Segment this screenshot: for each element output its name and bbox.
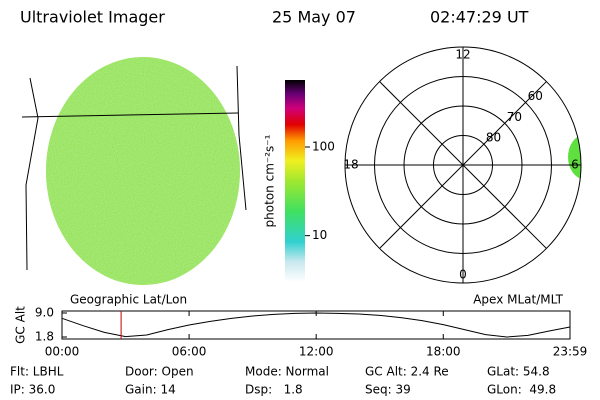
- x-tick-label: 12:00: [299, 345, 334, 359]
- mlt-label: 0: [459, 268, 467, 282]
- x-tick-label: 23:59: [553, 345, 588, 359]
- colorbar: [285, 80, 305, 282]
- title: Ultraviolet Imager: [20, 8, 165, 27]
- time: 02:47:29 UT: [430, 8, 529, 27]
- y-tick-label: 1.8: [35, 330, 54, 344]
- status-field: GC Alt: 2.4 Re: [365, 365, 449, 379]
- status-field: Dsp: 1.8: [245, 383, 303, 397]
- date: 25 May 07: [272, 8, 356, 27]
- colorbar-tick-label: 100: [312, 140, 335, 154]
- mlt-label: 12: [455, 48, 470, 62]
- status-field: Seq: 39: [365, 383, 411, 397]
- polar-ring: [433, 135, 493, 195]
- y-axis-label: GC Alt: [14, 306, 28, 344]
- colorbar-tick-label: 10: [312, 228, 327, 242]
- status-field: Mode: Normal: [245, 365, 329, 379]
- status-field: Flt: LBHL: [10, 365, 64, 379]
- polar-ring: [403, 105, 523, 225]
- left-label: Geographic Lat/Lon: [70, 293, 187, 307]
- mlt-label: 6: [571, 158, 579, 172]
- colorbar-label: photon cm⁻²s⁻¹: [263, 134, 277, 227]
- altitude-line: [61, 312, 571, 338]
- x-tick-label: 06:00: [172, 345, 207, 359]
- ring-label: 70: [507, 110, 522, 124]
- ring-label: 60: [528, 89, 543, 103]
- ring-label: 80: [486, 131, 501, 145]
- mlt-label: 18: [343, 158, 358, 172]
- x-tick-label: 00:00: [45, 345, 80, 359]
- status-field: Door: Open: [125, 365, 194, 379]
- aurora-blob: [568, 135, 581, 179]
- status-field: Gain: 14: [125, 383, 176, 397]
- polar-spoke: [379, 81, 547, 249]
- right-label: Apex MLat/MLT: [473, 293, 563, 307]
- x-tick-label: 18:00: [426, 345, 461, 359]
- y-tick-label: 9.0: [35, 306, 54, 320]
- geo-grid: [21, 65, 247, 271]
- status-field: GLon: 49.8: [487, 383, 556, 397]
- image-noise: [46, 57, 240, 285]
- status-field: IP: 36.0: [10, 383, 55, 397]
- status-field: GLat: 54.8: [487, 365, 550, 379]
- polar-ring: [374, 76, 552, 254]
